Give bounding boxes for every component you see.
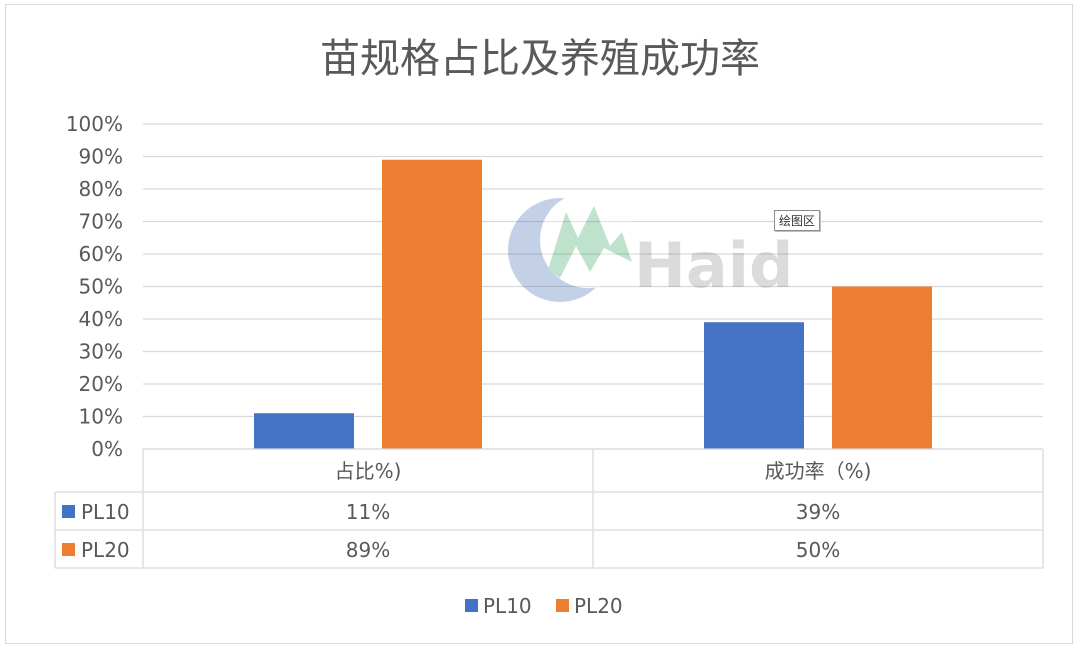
- bars: [254, 159, 932, 449]
- plot-area-tooltip: 绘图区: [774, 210, 821, 231]
- y-tick-label: 60%: [79, 242, 123, 266]
- y-tick-label: 90%: [79, 145, 123, 169]
- bar-pl10-2: [704, 322, 804, 449]
- y-tick-label: 40%: [79, 307, 123, 331]
- data-value: 11%: [346, 500, 390, 524]
- y-tick-label: 100%: [66, 112, 123, 136]
- legend-label: PL20: [574, 594, 623, 618]
- watermark-text: Haid: [634, 229, 793, 302]
- chart-title: 苗规格占比及养殖成功率: [320, 36, 760, 82]
- table-series-name: PL10: [81, 500, 130, 524]
- y-tick-label: 30%: [79, 340, 123, 364]
- category-label: 成功率（%): [765, 459, 872, 483]
- bar-pl10-1: [254, 413, 354, 449]
- legend-swatch-pl10: [465, 599, 478, 612]
- table-series-name: PL20: [81, 538, 130, 562]
- table-legend-key-pl10: [62, 505, 75, 518]
- legend-label: PL10: [483, 594, 532, 618]
- y-tick-label: 20%: [79, 372, 123, 396]
- haid-watermark: Haid: [508, 192, 793, 302]
- data-value: 89%: [346, 538, 390, 562]
- bar-pl20-2: [832, 286, 932, 449]
- bar-pl20-1: [382, 159, 482, 449]
- y-tick-label: 10%: [79, 405, 123, 429]
- data-value: 50%: [796, 538, 840, 562]
- y-axis-ticks: 0% 10% 20% 30% 40% 50% 60% 70% 80% 90% 100%: [66, 112, 123, 461]
- data-value: 39%: [796, 500, 840, 524]
- legend: PL10 PL20: [465, 594, 623, 618]
- y-tick-label: 50%: [79, 275, 123, 299]
- y-tick-label: 80%: [79, 177, 123, 201]
- watermark-leaf-shape: [548, 206, 632, 278]
- y-tick-label: 70%: [79, 210, 123, 234]
- category-label: 占比%): [335, 459, 402, 483]
- table-legend-key-pl20: [62, 543, 75, 556]
- data-table: 占比%) 成功率（%) PL10 11% 39% PL20 89% 50%: [54, 448, 1044, 569]
- legend-swatch-pl20: [556, 599, 569, 612]
- y-tick-label: 0%: [91, 437, 123, 461]
